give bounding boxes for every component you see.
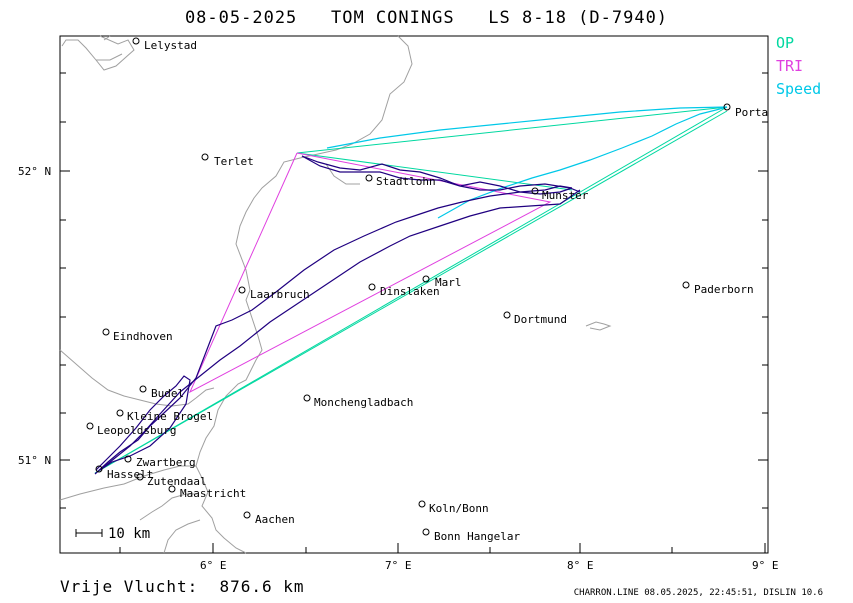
town-label: Stadtlohn <box>376 175 436 188</box>
tri-route <box>188 152 552 394</box>
town-label: Munster <box>542 189 589 202</box>
town-label: Terlet <box>214 155 254 168</box>
axis-ticks <box>60 72 768 553</box>
town-label: Zutendaal <box>147 475 207 488</box>
town-label: Aachen <box>255 513 295 526</box>
town-label: Lelystad <box>144 39 197 52</box>
town-label: Dortmund <box>514 313 567 326</box>
town-label: Bonn Hangelar <box>434 530 520 543</box>
lat-label-51: 51° N <box>18 454 51 467</box>
page-title: 08-05-2025 TOM CONINGS LS 8-18 (D-7940) <box>184 8 669 28</box>
town-label: Zwartberg <box>136 456 196 469</box>
lon-label-8: 8° E <box>567 559 594 572</box>
lon-label-9: 9° E <box>752 559 779 572</box>
lon-label-6: 6° E <box>200 559 227 572</box>
town-label: Hasselt <box>107 468 153 481</box>
town-label: Paderborn <box>694 283 754 296</box>
legend-tri: TRI <box>776 57 804 75</box>
town-label: Laarbruch <box>250 288 310 301</box>
town-label: Monchengladbach <box>314 396 413 409</box>
lat-label-52: 52° N <box>18 165 51 178</box>
op-route <box>94 106 728 474</box>
legend-op: OP <box>776 34 795 52</box>
lon-label-7: 7° E <box>385 559 412 572</box>
town-label: Marl <box>435 276 462 289</box>
info-label: CHARRON.LINE 08.05.2025, 22:45:51, DISLI… <box>573 588 823 598</box>
town-label: Koln/Bonn <box>429 502 489 515</box>
scale-label: 10 km <box>108 526 150 542</box>
town-label: Kleine Brogel <box>127 410 213 423</box>
map-frame <box>59 35 769 554</box>
town-label: Budel <box>151 387 184 400</box>
distance-label: Vrije Vlucht: 876.6 km <box>60 577 305 596</box>
town-label: Maastricht <box>180 487 246 500</box>
legend-speed: Speed <box>776 80 822 98</box>
town-label: Leopoldsburg <box>97 424 176 437</box>
town-label: Porta <box>735 106 768 119</box>
town-label: Dinslaken <box>380 285 440 298</box>
scale-bar <box>75 529 103 537</box>
speed-track <box>326 106 728 219</box>
town-markers <box>86 37 731 536</box>
town-label: Eindhoven <box>113 330 173 343</box>
